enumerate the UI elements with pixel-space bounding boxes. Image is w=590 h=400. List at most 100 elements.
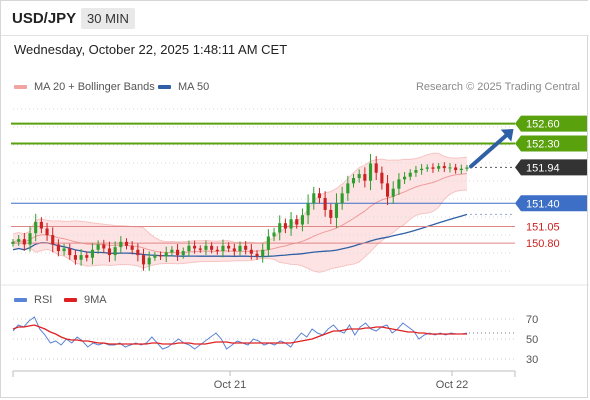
timeframe-button[interactable]: 30 MIN: [81, 8, 135, 29]
candle-body: [238, 245, 242, 252]
candle-body: [164, 252, 168, 257]
candle-body: [317, 193, 322, 198]
candle-body: [158, 255, 163, 257]
candle-body: [391, 188, 395, 197]
candle-body: [124, 241, 129, 246]
candle-body: [79, 255, 83, 260]
level-label: 152.60: [526, 119, 560, 131]
candle-body: [261, 249, 265, 257]
candle-body: [187, 245, 191, 252]
candle-body: [39, 221, 43, 229]
candle-body: [90, 249, 95, 258]
candle-body: [193, 245, 197, 249]
candle-body: [340, 193, 344, 204]
candle-body: [181, 251, 185, 256]
candle-body: [459, 168, 463, 171]
candle-body: [346, 183, 350, 194]
candle-body: [170, 249, 174, 253]
candle-body: [408, 172, 412, 177]
candle-body: [437, 166, 441, 169]
candle-body: [22, 239, 26, 245]
9ma-swatch: [64, 298, 77, 302]
legend-ma50: MA 50: [158, 81, 209, 93]
candle-body: [312, 193, 316, 204]
candle-body: [363, 174, 367, 181]
candle-body: [73, 255, 77, 260]
legend-9ma-label: 9MA: [84, 294, 107, 306]
candle-body: [323, 197, 327, 210]
rsi-line: [12, 316, 468, 350]
candle-body: [357, 174, 361, 179]
rsi-9ma-line: [12, 324, 467, 345]
legend-rsi: RSI: [14, 294, 52, 306]
candle-body: [283, 223, 287, 229]
ma50-swatch: [158, 85, 171, 89]
candle-body: [272, 232, 276, 237]
candle-body: [11, 241, 15, 244]
rsi-swatch: [14, 298, 27, 302]
candle-body: [255, 253, 259, 257]
candle-body: [198, 248, 202, 250]
candle-body: [295, 219, 299, 225]
candle-body: [62, 248, 66, 252]
candle-body: [141, 255, 146, 265]
ma20-swatch: [14, 85, 27, 89]
candle-body: [380, 172, 384, 184]
candle-body: [403, 176, 407, 180]
candle-body: [102, 244, 106, 249]
level-tag: [515, 115, 587, 132]
candle-body: [368, 163, 373, 181]
candle-body: [153, 255, 157, 258]
bollinger-lower-line: [12, 189, 468, 273]
credit-text: Research © 2025 Trading Central: [415, 81, 580, 93]
candle-body: [374, 163, 378, 173]
candle-body: [45, 228, 49, 236]
level-label: 151.40: [526, 198, 560, 210]
candle-body: [34, 221, 38, 234]
ma50-line: [12, 213, 468, 258]
candle-body: [96, 244, 100, 250]
level-tag: [515, 159, 587, 176]
forecast-arrow-shaft: [469, 133, 508, 169]
candle-body: [425, 167, 429, 169]
candle-body: [204, 245, 208, 250]
candle-body: [448, 167, 452, 169]
candle-body: [232, 248, 236, 252]
candle-body: [28, 233, 32, 245]
candle-body: [227, 245, 231, 249]
candle-body: [431, 167, 435, 169]
level-label: 150.80: [526, 238, 560, 250]
rsi-tick-label: 50: [526, 334, 538, 346]
level-label: 152.30: [526, 139, 560, 151]
level-label: 151.05: [526, 222, 560, 234]
candle-body: [215, 249, 219, 252]
symbol-title: USD/JPY: [12, 10, 77, 27]
level-label: 151.94: [526, 162, 560, 174]
rsi-tick-label: 30: [526, 354, 538, 366]
candle-body: [107, 248, 112, 256]
header-bar: USD/JPY 30 MIN: [1, 1, 589, 36]
candle-body: [119, 241, 123, 248]
candle-body: [244, 245, 248, 250]
candle-body: [68, 248, 72, 256]
x-tick-label: Oct 22: [436, 379, 468, 391]
forecast-arrowhead: [500, 129, 514, 142]
candle-body: [278, 223, 282, 233]
candle-body: [420, 168, 424, 171]
candle-body: [454, 167, 458, 171]
candle-body: [442, 166, 446, 169]
candle-body: [221, 245, 225, 252]
candle-body: [130, 245, 134, 250]
candle-body: [147, 257, 151, 265]
rsi-tick-label: 70: [526, 314, 538, 326]
candle-body: [397, 179, 401, 189]
candle-body: [17, 239, 21, 242]
candle-body: [210, 245, 214, 250]
candle-body: [289, 219, 293, 229]
legend-rsi-label: RSI: [34, 294, 53, 306]
candle-body: [266, 236, 270, 250]
candle-body: [414, 170, 418, 173]
candle-body: [51, 235, 55, 245]
candle-body: [249, 249, 253, 254]
